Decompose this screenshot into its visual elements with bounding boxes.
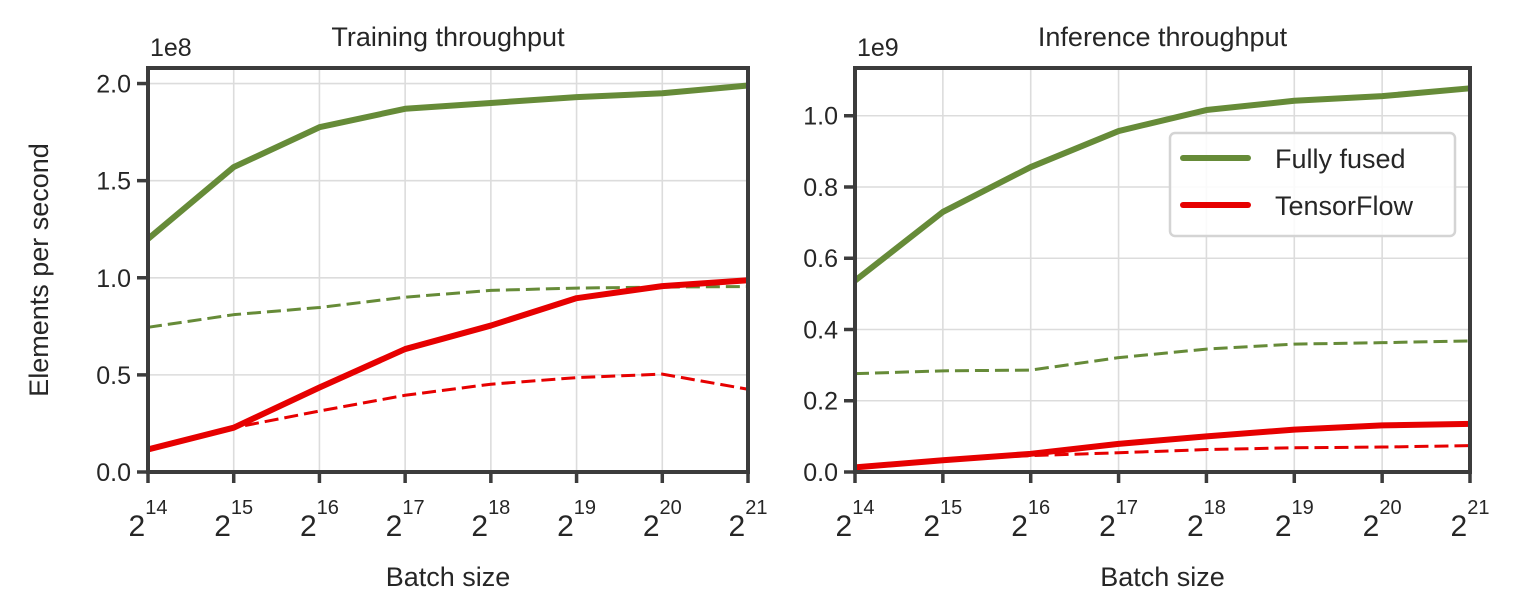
x-tick-base: 2 [557, 510, 574, 543]
x-tick-label: 215 [923, 497, 962, 543]
series-line-2-dashed [147, 285, 749, 329]
x-tick-base: 2 [1187, 510, 1204, 543]
legend: Fully fused TensorFlow [1168, 131, 1457, 238]
x-tick-label: 216 [1011, 497, 1050, 543]
x-tick-exponent: 15 [231, 497, 253, 519]
series-line-fully-fused-solid [853, 85, 1471, 284]
x-tick-base: 2 [129, 510, 146, 543]
offset-label: 1e8 [150, 34, 192, 62]
series-line-3-solid [147, 277, 749, 453]
x-tick-base: 2 [1099, 510, 1116, 543]
axes-frame [146, 66, 750, 474]
offset-label: 1e9 [857, 34, 899, 62]
y-tick-label: 1.0 [96, 265, 131, 293]
x-tick-label: 220 [1363, 497, 1402, 543]
x-tick-label: 218 [1187, 497, 1226, 543]
x-axis-label: Batch size [1100, 562, 1225, 592]
x-tick-base: 2 [643, 510, 660, 543]
x-tick-exponent: 19 [1292, 497, 1314, 519]
x-tick-base: 2 [214, 510, 231, 543]
x-tick-exponent: 14 [145, 497, 167, 519]
x-tick-base: 2 [471, 510, 488, 543]
y-tick-label: 0.8 [803, 174, 838, 202]
x-tick-label: 217 [1099, 497, 1138, 543]
y-tick-label: 1.0 [803, 103, 838, 131]
x-tick-exponent: 21 [745, 497, 767, 519]
chart-title: Training throughput [331, 22, 565, 52]
x-tick-label: 216 [300, 497, 339, 543]
x-tick-exponent: 19 [574, 497, 596, 519]
x-tick-base: 2 [1011, 510, 1028, 543]
legend-label: TensorFlow [1275, 191, 1414, 221]
x-tick-exponent: 17 [1116, 497, 1138, 519]
x-tick-base: 2 [300, 510, 317, 543]
y-tick-label: 0.6 [803, 245, 838, 273]
series-line-4-dashed [147, 372, 749, 451]
x-tick-base: 2 [386, 510, 403, 543]
x-tick-base: 2 [836, 510, 853, 543]
x-tick-label: 214 [129, 497, 168, 543]
x-tick-base: 2 [1363, 510, 1380, 543]
x-tick-exponent: 16 [317, 497, 339, 519]
x-tick-base: 2 [923, 510, 940, 543]
y-tick-label: 0.0 [803, 459, 838, 487]
series-line-2-dashed [854, 339, 1471, 376]
x-tick-base: 2 [1451, 510, 1468, 543]
y-tick-label: 1.5 [96, 168, 131, 196]
series-line-4-dashed [854, 444, 1471, 469]
x-tick-exponent: 20 [1379, 497, 1401, 519]
chart-panel-2: 0.00.20.40.60.81.02142152162172182192202… [803, 22, 1489, 592]
y-axis-label: Elements per second [24, 143, 54, 397]
x-tick-base: 2 [1275, 510, 1292, 543]
x-tick-base: 2 [729, 510, 746, 543]
y-tick-label: 0.4 [803, 316, 838, 344]
x-tick-exponent: 16 [1028, 497, 1050, 519]
x-tick-exponent: 18 [488, 497, 510, 519]
x-tick-label: 214 [836, 497, 875, 543]
x-tick-label: 221 [1451, 497, 1490, 543]
series-line-1-solid [146, 82, 749, 242]
x-tick-label: 217 [386, 497, 425, 543]
x-tick-label: 220 [643, 497, 682, 543]
x-tick-exponent: 14 [852, 497, 874, 519]
x-tick-label: 219 [1275, 497, 1314, 543]
x-tick-label: 219 [557, 497, 596, 543]
x-tick-label: 215 [214, 497, 253, 543]
x-tick-exponent: 17 [402, 497, 424, 519]
y-tick-label: 0.0 [96, 459, 131, 487]
chart-panel-1: 0.00.51.01.52.0214215216217218219220221T… [24, 22, 767, 592]
y-tick-label: 2.0 [96, 71, 131, 99]
x-axis-label: Batch size [386, 562, 511, 592]
y-tick-label: 0.2 [803, 388, 838, 416]
axes-frame [853, 66, 1472, 474]
x-tick-label: 218 [471, 497, 510, 543]
y-tick-label: 0.5 [96, 362, 131, 390]
x-tick-exponent: 18 [1204, 497, 1226, 519]
x-tick-label: 221 [729, 497, 768, 543]
x-tick-exponent: 20 [660, 497, 682, 519]
chart-title: Inference throughput [1038, 22, 1288, 52]
x-tick-exponent: 15 [940, 497, 962, 519]
x-tick-exponent: 21 [1467, 497, 1489, 519]
legend-label: Fully fused [1275, 144, 1406, 174]
